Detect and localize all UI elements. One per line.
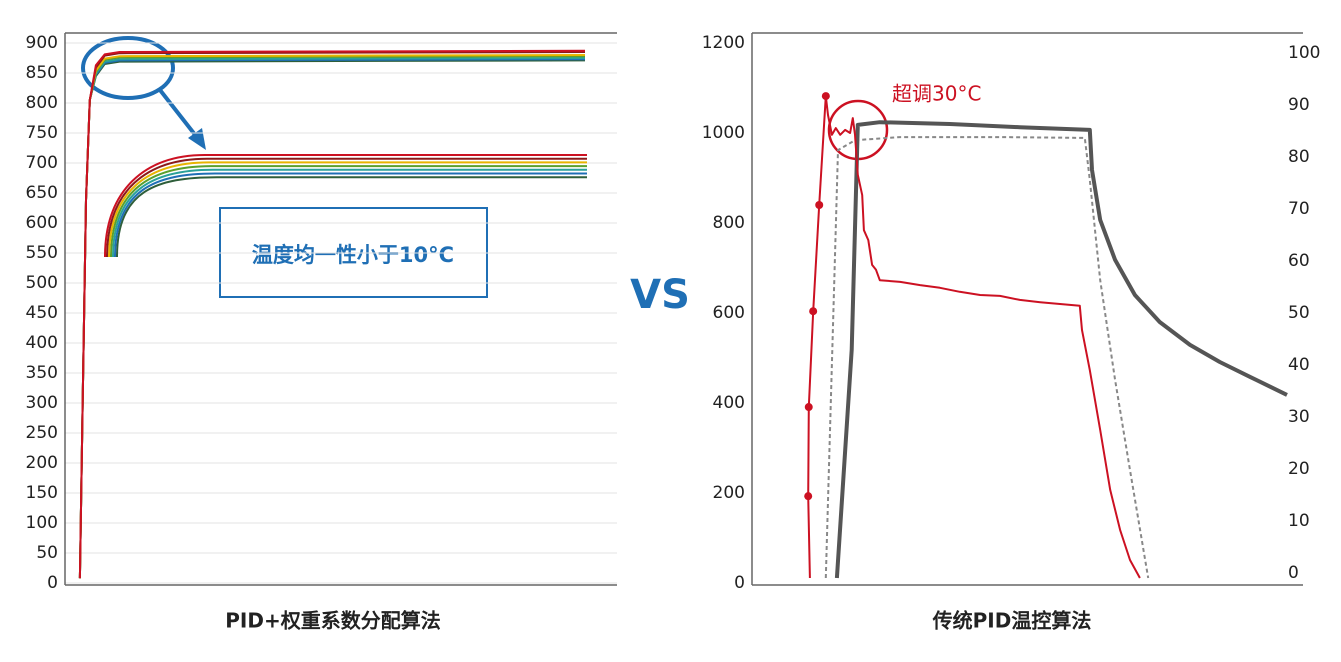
zoom-line xyxy=(112,168,587,258)
y2-tick-label: 40 xyxy=(1288,355,1310,375)
y-tick-label: 200 xyxy=(713,483,745,503)
annotation: 超调30°C xyxy=(892,82,981,106)
x-axis-label: 传统PID温控算法 xyxy=(932,609,1092,633)
y-tick-label: 250 xyxy=(26,423,58,443)
y2-tick-label: 30 xyxy=(1288,407,1310,427)
y-tick-label: 550 xyxy=(26,243,58,263)
y2-tick-label: 60 xyxy=(1288,251,1310,271)
y-tick-label: 650 xyxy=(26,183,58,203)
series-line xyxy=(78,55,586,579)
y-tick-label: 200 xyxy=(26,453,58,473)
y2-tick-label: 10 xyxy=(1288,511,1310,531)
y-tick-label: 100 xyxy=(26,513,58,533)
y-tick-label: 500 xyxy=(26,273,58,293)
series-line xyxy=(78,49,586,579)
series-line xyxy=(78,58,586,579)
zoom-line xyxy=(106,157,587,258)
zoom-line xyxy=(108,161,587,258)
y-tick-label: 300 xyxy=(26,393,58,413)
y2-tick-label: 50 xyxy=(1288,303,1310,323)
y-tick-label: 1200 xyxy=(702,33,745,53)
series-line xyxy=(807,95,1141,579)
series-line xyxy=(78,51,586,579)
y2-tick-label: 90 xyxy=(1288,95,1310,115)
y-tick-label: 0 xyxy=(47,573,58,593)
y2-tick-label: 20 xyxy=(1288,459,1310,479)
marker xyxy=(804,403,813,412)
y-tick-label: 750 xyxy=(26,123,58,143)
y-tick-label: 800 xyxy=(713,213,745,233)
y2-tick-label: 70 xyxy=(1288,199,1310,219)
marker xyxy=(809,307,818,316)
y-tick-label: 800 xyxy=(26,93,58,113)
y-tick-label: 1000 xyxy=(702,123,745,143)
zoom-line xyxy=(110,165,587,258)
y-tick-label: 0 xyxy=(734,573,745,593)
y-tick-label: 150 xyxy=(26,483,58,503)
y-tick-label: 900 xyxy=(26,33,58,53)
y-tick-label: 350 xyxy=(26,363,58,383)
series-line xyxy=(834,120,1288,579)
y-tick-label: 450 xyxy=(26,303,58,323)
y2-tick-label: 80 xyxy=(1288,147,1310,167)
y-tick-label: 50 xyxy=(36,543,58,563)
marker xyxy=(821,92,830,101)
vs-label: VS xyxy=(630,272,690,318)
zoom-line xyxy=(104,154,587,258)
y2-tick-label: 0 xyxy=(1288,563,1299,583)
series-line xyxy=(824,136,1150,579)
y-tick-label: 600 xyxy=(713,303,745,323)
series-line xyxy=(78,57,586,579)
y2-tick-label: 100 xyxy=(1288,43,1320,63)
y-tick-label: 600 xyxy=(26,213,58,233)
zoom-arrow xyxy=(158,88,198,138)
series-line xyxy=(78,59,586,579)
annotation: 温度均一性小于10°C xyxy=(252,243,454,267)
zoom-ellipse xyxy=(81,36,175,100)
y-tick-label: 850 xyxy=(26,63,58,83)
y-tick-label: 400 xyxy=(713,393,745,413)
y-tick-label: 700 xyxy=(26,153,58,173)
zoom-line xyxy=(114,172,587,258)
x-axis-label: PID+权重系数分配算法 xyxy=(225,609,440,633)
marker xyxy=(804,492,813,501)
y-tick-label: 400 xyxy=(26,333,58,353)
zoom-line xyxy=(116,176,587,258)
marker xyxy=(815,201,824,209)
